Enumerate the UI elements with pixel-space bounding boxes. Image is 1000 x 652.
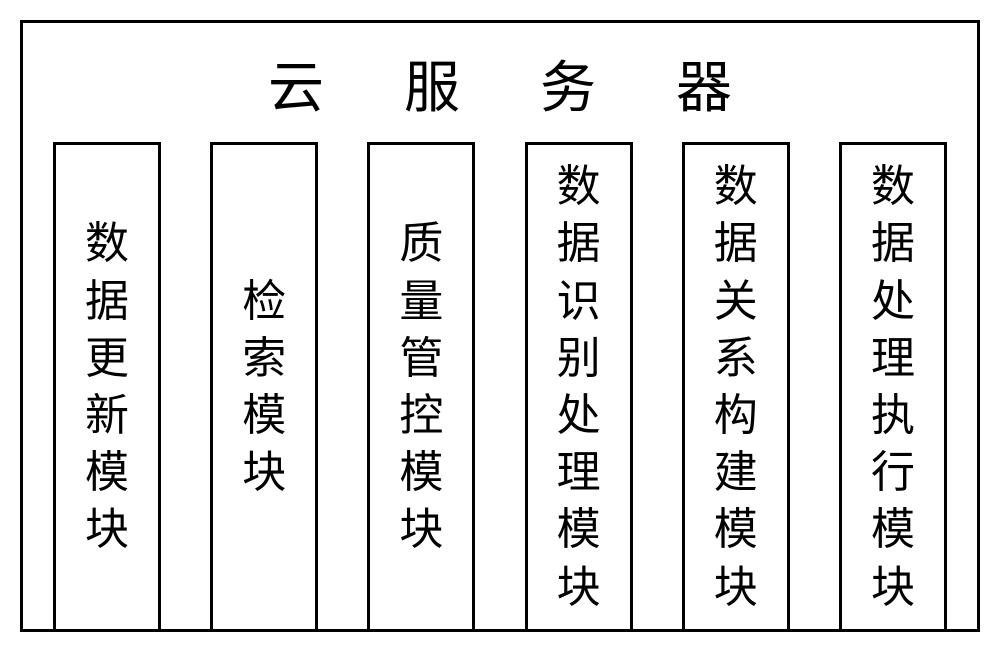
- module-data-update: 数据更新模块: [53, 142, 161, 632]
- module-label: 数据识别处理模块: [557, 158, 601, 616]
- module-label: 数据关系构建模块: [714, 158, 758, 616]
- module-data-recognition: 数据识别处理模块: [525, 142, 633, 632]
- module-label: 数据更新模块: [85, 215, 129, 558]
- module-label: 检索模块: [242, 273, 286, 502]
- module-label: 数据处理执行模块: [871, 158, 915, 616]
- diagram-title: 云服务器: [53, 43, 947, 124]
- module-quality-control: 质量管控模块: [367, 142, 475, 632]
- cloud-server-container: 云服务器 数据更新模块 检索模块 质量管控模块 数据识别处理模块 数据关系构建模…: [20, 20, 980, 632]
- module-search: 检索模块: [210, 142, 318, 632]
- module-label: 质量管控模块: [399, 215, 443, 558]
- module-data-process-exec: 数据处理执行模块: [839, 142, 947, 632]
- module-data-relation: 数据关系构建模块: [682, 142, 790, 632]
- modules-row: 数据更新模块 检索模块 质量管控模块 数据识别处理模块 数据关系构建模块 数据处…: [53, 142, 947, 632]
